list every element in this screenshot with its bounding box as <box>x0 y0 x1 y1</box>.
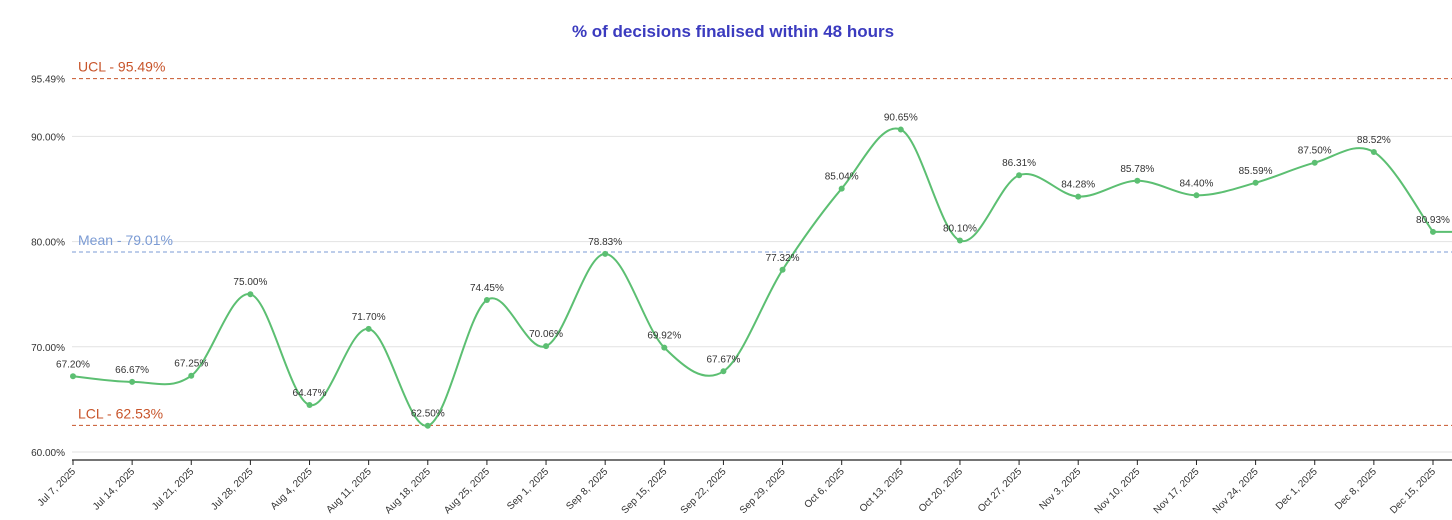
x-tick-label: Dec 15, 2025 <box>1388 466 1438 516</box>
data-label: 67.20% <box>56 359 90 370</box>
data-label: 86.31% <box>1002 158 1036 169</box>
data-point <box>365 325 372 332</box>
y-tick-label: 60.00% <box>31 448 65 459</box>
y-tick-label: 70.00% <box>31 343 65 354</box>
data-label: 70.06% <box>529 329 563 340</box>
x-tick-label: Nov 17, 2025 <box>1152 466 1202 516</box>
data-point <box>188 372 195 379</box>
data-label: 84.40% <box>1180 178 1214 189</box>
x-tick-label: Sep 1, 2025 <box>505 466 551 512</box>
x-tick-label: Oct 6, 2025 <box>802 466 847 511</box>
x-tick-label: Nov 24, 2025 <box>1211 466 1261 516</box>
data-point <box>1134 177 1141 184</box>
x-tick-label: Aug 25, 2025 <box>442 466 492 516</box>
data-label: 77.32% <box>766 253 800 264</box>
data-label: 64.47% <box>293 388 327 399</box>
y-tick-label: 90.00% <box>31 132 65 143</box>
data-label: 88.52% <box>1357 135 1391 146</box>
data-label: 67.67% <box>706 354 740 365</box>
data-label: 67.25% <box>174 359 208 370</box>
x-tick-label: Nov 3, 2025 <box>1037 466 1083 512</box>
reference-label: LCL - 62.53% <box>78 405 163 421</box>
data-point <box>1311 159 1318 166</box>
data-label: 74.45% <box>470 283 504 294</box>
data-label: 90.65% <box>884 113 918 124</box>
x-tick-label: Dec 8, 2025 <box>1333 466 1379 512</box>
data-label: 85.59% <box>1239 166 1273 177</box>
x-tick-label: Aug 4, 2025 <box>269 466 315 512</box>
data-point <box>1075 193 1082 200</box>
data-point <box>1252 179 1259 186</box>
x-tick-label: Sep 15, 2025 <box>620 466 670 516</box>
data-label: 84.28% <box>1061 180 1095 191</box>
x-tick-label: Sep 22, 2025 <box>679 466 729 516</box>
data-label: 71.70% <box>352 312 386 323</box>
x-tick-label: Oct 27, 2025 <box>976 466 1025 515</box>
data-point <box>897 126 904 133</box>
x-tick-label: Jul 28, 2025 <box>209 466 256 513</box>
x-tick-label: Jul 14, 2025 <box>91 466 138 513</box>
x-tick-label: Oct 20, 2025 <box>917 466 966 515</box>
data-point <box>247 291 254 298</box>
reference-label: Mean - 79.01% <box>78 232 173 248</box>
data-point <box>129 378 136 385</box>
data-label: 85.04% <box>825 172 859 183</box>
data-label: 75.00% <box>233 277 267 288</box>
data-label: 87.50% <box>1298 146 1332 157</box>
x-tick-label: Jul 7, 2025 <box>36 466 79 509</box>
data-point <box>720 368 727 375</box>
data-point <box>661 344 668 351</box>
x-tick-label: Aug 11, 2025 <box>324 466 374 516</box>
x-tick-label: Oct 13, 2025 <box>858 466 907 515</box>
data-label: 66.67% <box>115 365 149 376</box>
data-label: 69.92% <box>647 331 681 342</box>
data-point <box>779 266 786 273</box>
x-tick-label: Nov 10, 2025 <box>1093 466 1143 516</box>
x-tick-label: Dec 1, 2025 <box>1274 466 1320 512</box>
data-label: 80.93% <box>1416 215 1450 226</box>
y-tick-label: 95.49% <box>31 75 65 86</box>
data-point <box>1370 148 1377 155</box>
chart-title: % of decisions finalised within 48 hours <box>571 22 895 41</box>
data-point <box>1016 172 1023 179</box>
x-tick-label: Sep 8, 2025 <box>564 466 610 512</box>
data-point <box>838 185 845 192</box>
reference-label: UCL - 95.49% <box>78 59 165 75</box>
x-tick-label: Sep 29, 2025 <box>738 466 788 516</box>
data-point <box>306 401 313 408</box>
data-point <box>483 296 490 303</box>
data-point <box>70 373 76 380</box>
data-label: 80.10% <box>943 224 977 235</box>
data-label: 85.78% <box>1120 164 1154 175</box>
data-label: 62.50% <box>411 409 445 420</box>
y-tick-label: 80.00% <box>31 238 65 249</box>
data-point <box>543 343 550 350</box>
data-point <box>424 422 431 429</box>
data-point <box>956 237 963 244</box>
data-point <box>1193 192 1200 199</box>
data-point <box>602 250 609 257</box>
x-tick-label: Aug 18, 2025 <box>383 466 433 516</box>
data-point <box>1429 228 1436 235</box>
data-label: 78.83% <box>588 237 622 248</box>
x-tick-label: Jul 21, 2025 <box>150 466 197 513</box>
